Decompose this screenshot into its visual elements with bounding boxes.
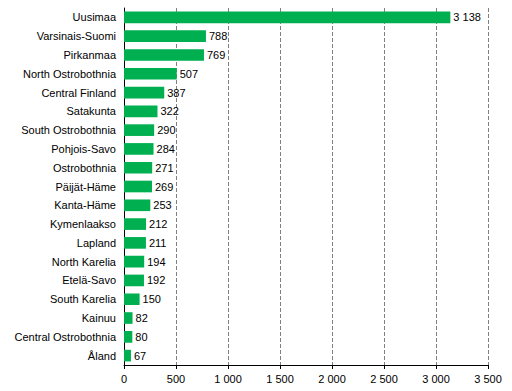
svg-text:67: 67: [134, 350, 146, 362]
svg-text:South Karelia: South Karelia: [50, 293, 117, 305]
svg-text:253: 253: [153, 199, 171, 211]
svg-text:2 500: 2 500: [370, 373, 398, 385]
svg-text:192: 192: [147, 274, 165, 286]
svg-text:82: 82: [136, 312, 148, 324]
svg-text:80: 80: [135, 331, 147, 343]
svg-text:3 138: 3 138: [453, 11, 481, 23]
svg-text:194: 194: [147, 256, 165, 268]
svg-text:Kymenlaakso: Kymenlaakso: [50, 218, 116, 230]
svg-text:290: 290: [157, 124, 175, 136]
svg-text:South Ostrobothnia: South Ostrobothnia: [21, 124, 117, 136]
svg-text:Kanta-Häme: Kanta-Häme: [54, 199, 116, 211]
svg-text:Lapland: Lapland: [77, 237, 116, 249]
svg-text:0: 0: [121, 373, 127, 385]
svg-text:1 500: 1 500: [266, 373, 294, 385]
svg-text:150: 150: [143, 293, 161, 305]
svg-text:211: 211: [149, 237, 167, 249]
svg-text:Pirkanmaa: Pirkanmaa: [63, 49, 116, 61]
svg-text:North Ostrobothnia: North Ostrobothnia: [23, 68, 117, 80]
svg-text:269: 269: [155, 181, 173, 193]
svg-text:3 000: 3 000: [422, 373, 450, 385]
svg-text:Uusimaa: Uusimaa: [73, 11, 117, 23]
svg-text:769: 769: [207, 49, 225, 61]
svg-text:507: 507: [180, 68, 198, 80]
svg-text:284: 284: [157, 143, 175, 155]
svg-text:3 500: 3 500: [474, 373, 502, 385]
svg-text:500: 500: [167, 373, 185, 385]
svg-text:Kainuu: Kainuu: [82, 312, 116, 324]
svg-text:Ostrobothnia: Ostrobothnia: [53, 162, 117, 174]
svg-text:212: 212: [149, 218, 167, 230]
svg-text:387: 387: [167, 87, 185, 99]
svg-text:Varsinais-Suomi: Varsinais-Suomi: [37, 30, 116, 42]
svg-text:Etelä-Savo: Etelä-Savo: [62, 274, 116, 286]
svg-text:North Karelia: North Karelia: [52, 256, 117, 268]
svg-text:322: 322: [160, 105, 178, 117]
svg-text:Central Ostrobothnia: Central Ostrobothnia: [15, 331, 117, 343]
svg-text:788: 788: [209, 30, 227, 42]
svg-text:1 000: 1 000: [214, 373, 242, 385]
svg-text:271: 271: [155, 162, 173, 174]
svg-text:Päijät-Häme: Päijät-Häme: [55, 181, 116, 193]
svg-text:Pohjois-Savo: Pohjois-Savo: [51, 143, 116, 155]
svg-text:Central Finland: Central Finland: [41, 87, 116, 99]
svg-text:2 000: 2 000: [318, 373, 346, 385]
svg-text:Åland: Åland: [88, 350, 116, 362]
svg-text:Satakunta: Satakunta: [66, 105, 116, 117]
